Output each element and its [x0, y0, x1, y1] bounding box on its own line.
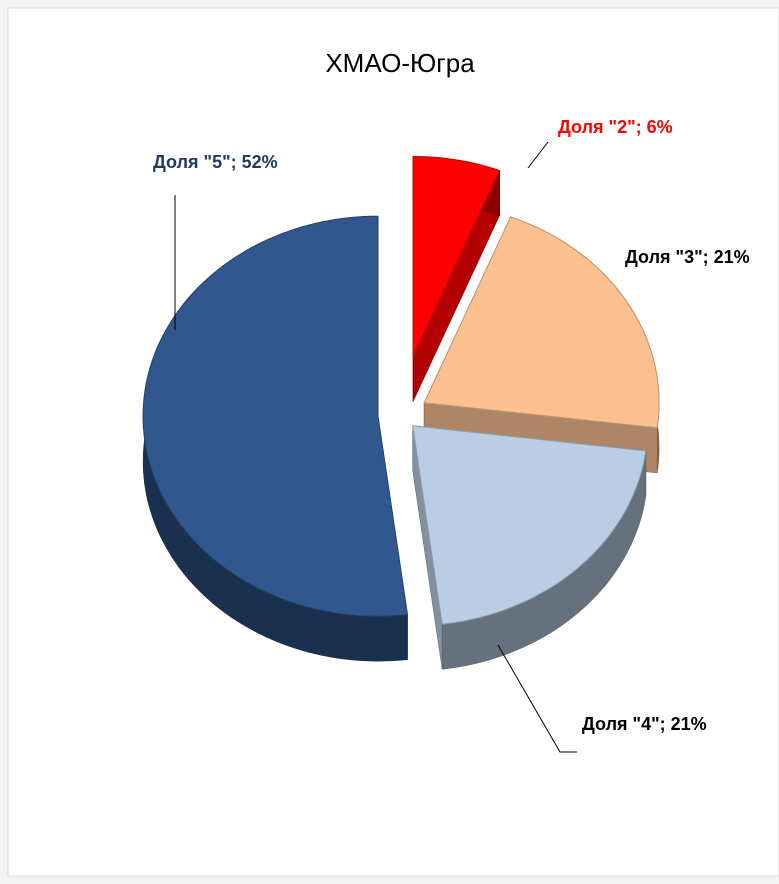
plot-area: [7, 7, 779, 877]
slice: [412, 155, 501, 357]
data-label: Доля "3"; 21%: [625, 247, 750, 267]
chart-title: ХМАО-Югра: [325, 48, 475, 78]
slice: [142, 215, 409, 617]
data-label: Доля "2"; 6%: [558, 117, 673, 137]
labels: Доля "2"; 6% Доля "3"; 21% Доля "4"; 21% До…: [153, 117, 750, 753]
slice: [423, 216, 660, 429]
data-label: Доля "5"; 52%: [153, 152, 278, 172]
slices: [142, 155, 660, 625]
slice: [412, 425, 647, 625]
data-label: Доля "4"; 21%: [582, 714, 707, 734]
leader-line: [497, 644, 577, 753]
leader-line: [527, 141, 549, 169]
